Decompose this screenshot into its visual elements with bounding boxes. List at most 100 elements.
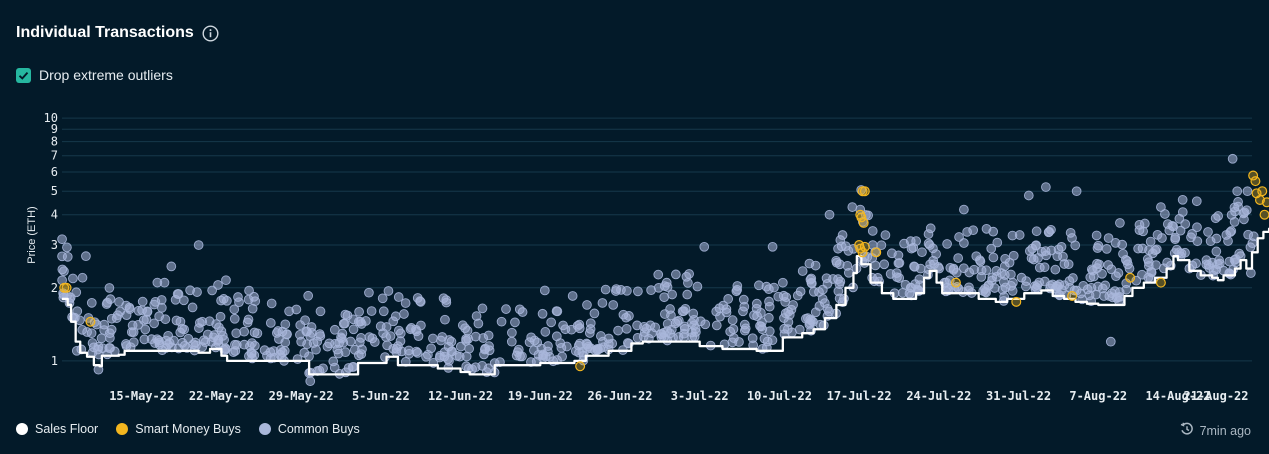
common-buy-point xyxy=(171,315,182,326)
y-tick-label: 1 xyxy=(51,354,58,368)
common-buy-point xyxy=(1027,243,1038,254)
common-buy-point xyxy=(723,294,734,304)
common-buy-point xyxy=(221,275,231,286)
common-buy-point xyxy=(1192,236,1203,247)
common-buy-point xyxy=(517,307,528,317)
common-buy-point xyxy=(1068,273,1078,283)
common-buy-point xyxy=(441,295,452,305)
common-buy-point xyxy=(471,311,482,321)
common-buy-point xyxy=(814,287,824,297)
common-buy-point xyxy=(306,322,317,332)
common-buy-point xyxy=(105,294,116,305)
common-buy-point xyxy=(421,351,431,362)
common-buy-point xyxy=(539,285,550,296)
common-buy-point xyxy=(1092,243,1103,253)
common-buy-point xyxy=(892,272,902,283)
common-buy-point xyxy=(315,331,326,341)
common-buy-point xyxy=(1191,196,1202,207)
x-tick-label: 31-Jul-22 xyxy=(986,389,1051,403)
chart-grid xyxy=(62,117,1252,362)
legend-smart-money[interactable]: Smart Money Buys xyxy=(116,422,241,436)
common-buy-point xyxy=(249,350,260,361)
common-buy-point xyxy=(399,309,409,319)
common-buy-point xyxy=(265,318,276,328)
y-tick-label: 2 xyxy=(51,281,58,295)
common-buy-point xyxy=(1229,202,1240,213)
common-buy-point xyxy=(68,273,78,284)
common-buy-point xyxy=(607,338,618,349)
x-tick-label: 22-May-22 xyxy=(189,389,254,403)
legend-smart-money-label: Smart Money Buys xyxy=(135,422,241,436)
common-buy-point xyxy=(546,317,557,328)
common-buy-point xyxy=(369,337,380,347)
common-buy-point xyxy=(440,314,450,325)
common-buy-point xyxy=(185,285,195,296)
common-buy-point xyxy=(981,223,992,234)
common-buy-point xyxy=(187,302,198,313)
common-buy-point xyxy=(679,321,690,332)
x-axis-ticks: 15-May-22 22-May-22 29-May-22 5-Jun-22 12-Ju… xyxy=(109,389,1248,403)
common-buy-point xyxy=(764,326,775,337)
common-buy-point xyxy=(1007,230,1018,241)
common-buy-point xyxy=(507,327,517,338)
smart-money-point xyxy=(1259,209,1269,220)
smart-money-point xyxy=(85,316,96,327)
common-buy-point xyxy=(1004,257,1015,268)
common-buy-point xyxy=(213,280,223,290)
common-buy-point xyxy=(613,325,623,336)
common-buy-point xyxy=(767,335,778,346)
common-buy-point xyxy=(477,303,488,314)
common-buy-point xyxy=(928,243,938,254)
common-buy-point xyxy=(292,354,303,364)
legend-common-buys[interactable]: Common Buys xyxy=(258,422,360,436)
common-buy-point xyxy=(271,328,282,338)
drop-outliers-toggle[interactable]: Drop extreme outliers xyxy=(16,67,173,83)
common-buy-point xyxy=(833,274,843,284)
drop-outliers-checkbox[interactable] xyxy=(16,67,31,83)
common-buy-point xyxy=(62,242,72,253)
common-buy-point xyxy=(986,243,997,254)
common-buy-point xyxy=(1101,244,1112,254)
common-buy-point xyxy=(104,283,115,293)
common-buy-point xyxy=(501,304,511,314)
common-buy-point xyxy=(835,235,846,245)
x-tick-label: 10-Jul-22 xyxy=(747,389,812,403)
common-buy-point xyxy=(366,306,377,316)
common-buy-point xyxy=(911,236,921,246)
x-tick-label: 5-Jun-22 xyxy=(352,389,410,403)
common-buy-point xyxy=(1211,246,1222,257)
common-buy-point xyxy=(86,298,97,308)
common-buy-point xyxy=(77,272,88,283)
common-buy-point xyxy=(764,301,775,312)
common-buy-point xyxy=(291,304,302,315)
common-buy-point xyxy=(233,292,243,302)
common-buy-point xyxy=(1105,336,1116,347)
legend-sales-floor[interactable]: Sales Floor xyxy=(16,422,98,436)
common-buy-point xyxy=(57,275,67,286)
common-buy-point xyxy=(329,324,340,335)
smart-money-point xyxy=(856,212,867,223)
common-buy-point xyxy=(671,269,681,280)
info-icon[interactable] xyxy=(202,24,219,42)
common-buy-point xyxy=(1092,258,1102,269)
smart-money-point xyxy=(1011,296,1022,307)
x-tick-label: 12-Jun-22 xyxy=(428,389,493,403)
common-buy-point xyxy=(1227,153,1238,164)
common-buy-point xyxy=(81,251,91,262)
common-buy-point xyxy=(755,307,766,318)
common-buy-point xyxy=(971,251,982,262)
common-buy-point xyxy=(804,258,815,269)
common-buy-point xyxy=(700,319,711,330)
common-buy-point xyxy=(942,282,953,293)
smart-money-point xyxy=(1261,197,1269,208)
smart-money-series xyxy=(59,170,1269,372)
common-buy-point xyxy=(437,332,448,342)
common-buy-point xyxy=(303,290,314,301)
common-buy-point xyxy=(105,333,115,343)
common-buy-point xyxy=(1008,250,1019,261)
common-buy-point xyxy=(653,269,664,280)
common-buy-point xyxy=(364,287,374,298)
common-buy-point xyxy=(302,339,312,350)
common-buy-point xyxy=(1246,268,1256,278)
common-buy-point xyxy=(222,295,232,306)
